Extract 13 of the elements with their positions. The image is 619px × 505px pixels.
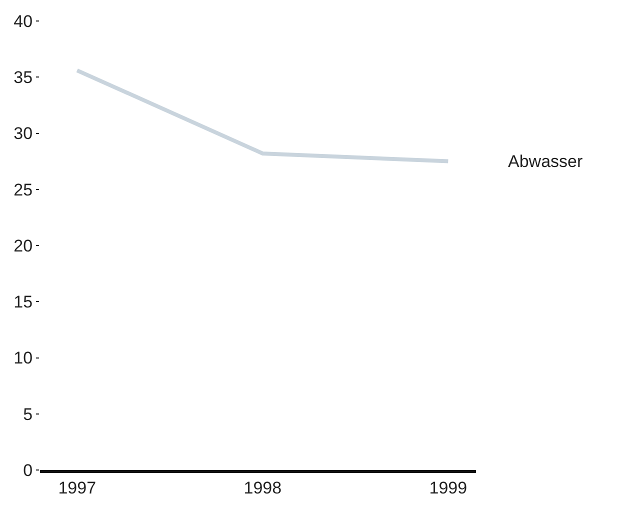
y-tick-label: 10 — [14, 348, 33, 368]
x-tick-label: 1998 — [244, 478, 282, 498]
x-tick-label: 1997 — [58, 478, 96, 498]
y-tick-label: 30 — [14, 124, 33, 144]
y-tick-label: 15 — [14, 292, 33, 312]
y-tick-label: 20 — [14, 236, 33, 256]
y-tick-label: 5 — [23, 404, 33, 424]
y-tick-label: 40 — [14, 12, 33, 31]
y-tick-label: 0 — [23, 460, 33, 480]
x-tick-label: 1999 — [429, 478, 468, 498]
y-tick-label: 35 — [14, 68, 33, 88]
y-tick-label: 25 — [14, 180, 33, 200]
text: Abwasser — [508, 152, 583, 171]
